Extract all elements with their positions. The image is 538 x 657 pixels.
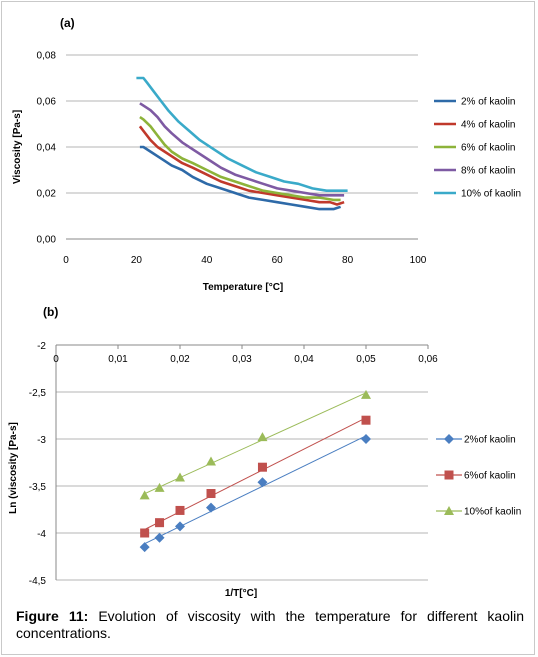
b-x-tick-label: 0,02 [170,354,190,365]
a-legend-label: 6% of kaolin [461,143,515,154]
a-y-tick-label: 0,00 [37,235,57,246]
b-y-tick-label: -4,5 [29,576,47,587]
b-x-axis-label: 1/T[°C] [225,588,257,599]
b-data-point [257,477,268,488]
b-x-tick-label: 0,03 [232,354,252,365]
a-x-tick-label: 0 [63,255,69,266]
b-data-point [175,472,185,482]
b-legend-label: 10%of kaolin [464,507,521,518]
b-y-tick-label: -4 [37,529,46,540]
b-data-point [139,490,150,500]
a-x-tick-label: 40 [201,255,213,266]
b-data-point [154,532,165,543]
b-x-tick-labels: 0 0,01 0,02 0,03 0,04 0,05 0,06 [53,354,438,365]
a-series-line [139,102,345,197]
b-data-point [361,415,371,425]
panel-label-b: (b) [43,305,58,319]
b-y-tick-labels: -2 -2,5 -3 -3,5 -4 -4,5 [29,341,47,587]
a-series-line [139,145,342,211]
b-x-tick-label: 0 [53,354,59,365]
caption-text: Evolution of viscosity with the temperat… [16,608,524,641]
b-data-point [155,518,165,528]
a-legend: 2% of kaolin 4% of kaolin 6% of kaolin 8% o… [434,97,521,200]
a-series-lines [136,76,348,211]
a-series-line [136,76,348,192]
b-legend-marker [444,434,454,444]
b-data-point [257,462,267,472]
a-series-line [139,116,341,202]
a-legend-label: 10% of kaolin [461,189,521,200]
b-data-point [206,489,216,499]
a-gridlines [66,54,418,240]
a-y-tick-label: 0,02 [37,189,57,200]
b-x-tick-label: 0,04 [294,354,314,365]
b-data-point [257,432,268,442]
b-gridlines [55,344,429,581]
chart-a: (a) 0,00 0,02 0,04 0,06 0,08 0 20 40 60 80 100 2%… [12,16,521,293]
a-y-axis-label: Viscosity [Pa-s] [12,110,23,184]
b-data-point [361,389,371,399]
b-x-tick-label: 0,05 [356,354,376,365]
b-y-tick-label: -3,5 [29,482,47,493]
a-x-tick-label: 60 [272,255,284,266]
b-data-point [206,502,216,513]
a-x-tick-label: 100 [410,255,427,266]
b-data-point [139,542,150,553]
figure-caption: Figure 11: Evolution of viscosity with t… [16,608,524,642]
b-data-point [361,434,371,444]
a-x-tick-labels: 0 20 40 60 80 100 [63,255,427,266]
a-x-axis-label: Temperature [°C] [203,282,284,293]
b-data-point [154,482,165,492]
b-x-tick-label: 0,06 [418,354,438,365]
a-y-tick-label: 0,06 [37,97,57,108]
b-legend-label: 2%of kaolin [464,435,516,446]
b-data-point [175,521,185,532]
b-y-axis-label: Ln (viscosity [Pa-s] [8,422,19,514]
a-legend-label: 2% of kaolin [461,97,515,108]
b-y-tick-label: -3 [37,435,46,446]
b-legend-marker [444,506,454,515]
b-legend: 2%of kaolin 6%of kaolin 10%of kaolin [436,434,521,518]
caption-label: Figure 11: [16,608,89,624]
b-data-points [139,389,371,553]
b-data-point [206,456,216,466]
panel-label-a: (a) [60,16,75,30]
b-data-point [175,505,185,515]
b-legend-label: 6%of kaolin [464,471,516,482]
a-y-tick-label: 0,08 [37,51,57,62]
a-x-tick-label: 20 [131,255,143,266]
b-x-tick-label: 0,01 [108,354,128,365]
a-legend-label: 8% of kaolin [461,166,515,177]
b-legend-marker [444,470,454,480]
chart-b: (b) -2 -2,5 -3 -3,5 -4 -4,5 0 0,01 0,02 0,03 0,04… [8,305,521,599]
b-y-tick-label: -2 [37,341,46,352]
b-trendlines [144,392,367,545]
b-y-tick-label: -2,5 [29,388,47,399]
b-data-point [140,528,150,538]
a-y-tick-labels: 0,00 0,02 0,04 0,06 0,08 [37,51,57,246]
a-legend-label: 4% of kaolin [461,120,515,131]
a-series-line [138,125,345,206]
a-x-tick-label: 80 [342,255,354,266]
a-y-tick-label: 0,04 [37,143,57,154]
